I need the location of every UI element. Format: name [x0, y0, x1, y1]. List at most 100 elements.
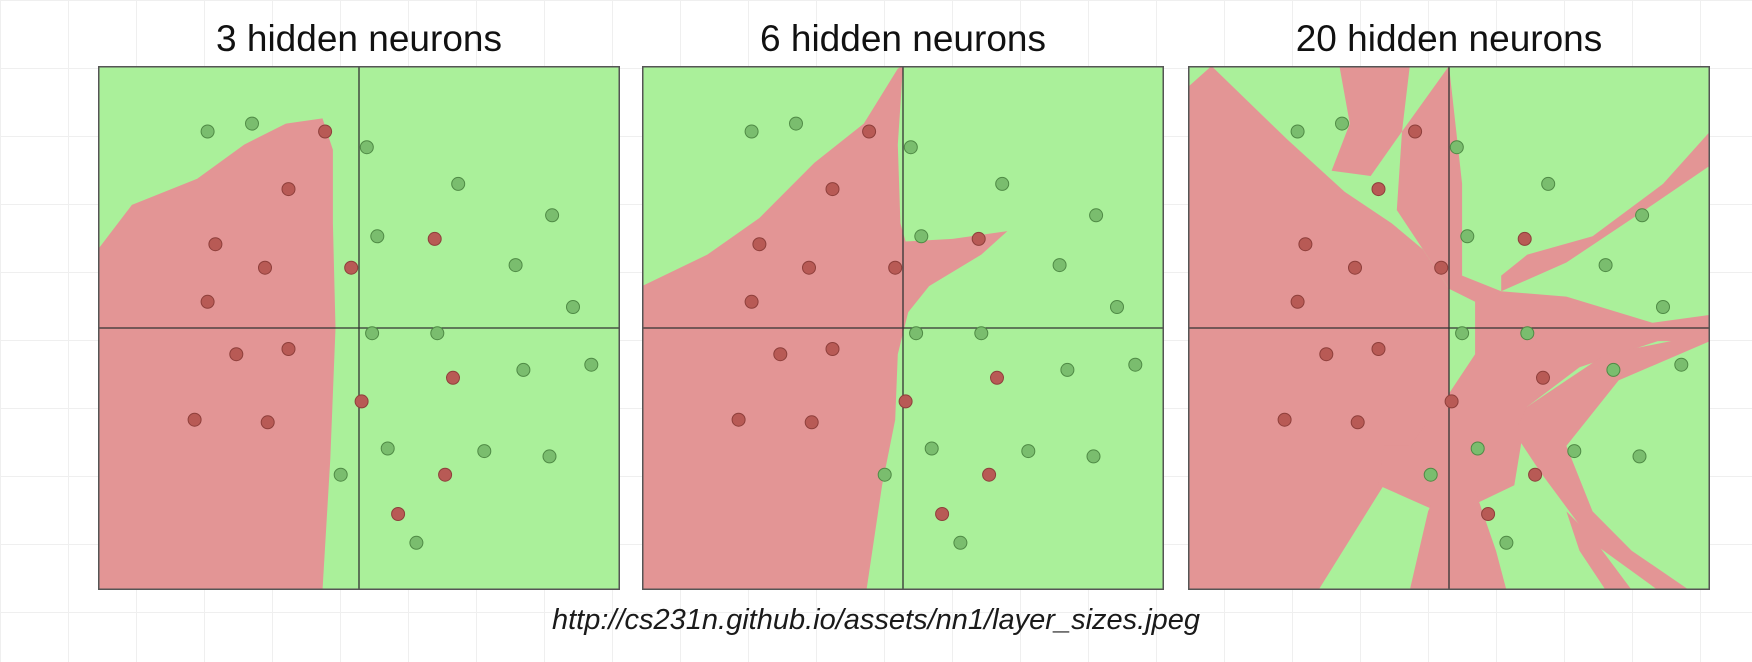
red-data-point	[258, 260, 272, 275]
green-data-point	[1520, 326, 1535, 341]
green-data-point	[359, 140, 374, 155]
green-data-point	[380, 441, 395, 456]
green-data-point	[1470, 441, 1485, 456]
red-data-point	[1348, 260, 1362, 275]
green-data-point	[451, 176, 466, 191]
red-data-point	[318, 124, 333, 139]
plot-area	[1188, 66, 1710, 590]
green-data-point	[542, 449, 557, 464]
red-data-point	[804, 415, 819, 430]
panel-title-6-neurons: 6 hidden neurons	[760, 18, 1046, 59]
red-data-point	[825, 182, 840, 197]
green-data-point	[1086, 449, 1101, 464]
red-data-point	[862, 124, 877, 139]
red-class-region	[1501, 131, 1710, 292]
red-data-point	[990, 370, 1004, 385]
green-data-point	[953, 535, 968, 550]
green-data-point	[1110, 300, 1124, 314]
red-data-point	[281, 182, 296, 197]
red-data-point	[1290, 294, 1305, 309]
green-data-point	[789, 116, 803, 131]
green-data-point	[1290, 124, 1305, 139]
red-data-point	[971, 231, 986, 246]
red-data-point	[427, 231, 442, 246]
red-data-point	[344, 260, 359, 275]
green-data-point	[1455, 326, 1470, 341]
red-data-point	[281, 342, 296, 356]
red-data-point	[1536, 370, 1550, 385]
panel-title-20-neurons: 20 hidden neurons	[1295, 18, 1603, 59]
red-data-point	[1298, 237, 1313, 252]
red-data-point	[1528, 467, 1543, 482]
red-data-point	[200, 294, 215, 309]
red-class-region	[1514, 333, 1710, 590]
red-data-point	[187, 412, 202, 427]
green-data-point	[1635, 208, 1650, 223]
green-data-point	[430, 326, 445, 341]
red-data-point	[1319, 347, 1334, 362]
decision-boundary-plot-3-neurons	[98, 66, 620, 590]
red-data-point	[744, 294, 759, 309]
red-class-region	[1566, 511, 1632, 590]
red-data-point	[898, 394, 913, 409]
green-data-point	[508, 258, 523, 273]
decision-boundary-plot-20-neurons	[1188, 66, 1710, 590]
red-data-point	[1277, 412, 1292, 427]
red-data-point	[825, 342, 840, 356]
green-data-point	[744, 124, 759, 139]
red-data-point	[935, 507, 950, 521]
decision-boundary-plot-6-neurons	[642, 66, 1164, 590]
green-data-point	[995, 176, 1010, 191]
red-data-point	[1434, 260, 1449, 275]
green-data-point	[1089, 208, 1104, 223]
green-data-point	[1541, 176, 1556, 191]
green-data-point	[903, 140, 918, 155]
red-class-region	[1409, 464, 1507, 590]
red-data-point	[354, 394, 369, 409]
red-data-point	[982, 467, 997, 482]
red-class-region	[1331, 66, 1410, 176]
green-data-point	[584, 357, 599, 372]
green-data-point	[1449, 140, 1464, 155]
panel-title-3-neurons: 3 hidden neurons	[216, 18, 502, 59]
green-data-point	[200, 124, 215, 139]
green-data-point	[566, 300, 580, 314]
green-data-point	[914, 229, 929, 244]
green-data-point	[909, 326, 924, 341]
green-data-point	[1674, 357, 1689, 372]
source-caption: http://cs231n.github.io/assets/nn1/layer…	[551, 604, 1201, 636]
green-data-point	[1499, 535, 1514, 550]
green-data-point	[1128, 357, 1143, 372]
red-data-point	[1371, 342, 1386, 356]
red-data-point	[1517, 231, 1532, 246]
green-data-point	[409, 535, 424, 550]
red-class-region	[98, 118, 336, 590]
red-data-point	[260, 415, 275, 430]
red-data-point	[752, 237, 767, 252]
green-data-point	[1460, 229, 1475, 244]
red-data-point	[773, 347, 788, 362]
plot-border	[642, 66, 1164, 590]
plot-border	[1188, 66, 1710, 590]
red-class-region	[1378, 66, 1710, 517]
red-data-point	[731, 412, 746, 427]
red-data-point	[391, 507, 406, 521]
green-data-point	[333, 467, 348, 482]
red-data-point	[208, 237, 223, 252]
plot-area	[642, 66, 1164, 590]
plot-area	[98, 66, 620, 590]
green-data-point	[974, 326, 989, 341]
red-data-point	[1350, 415, 1365, 430]
red-data-point	[802, 260, 816, 275]
green-data-point	[1656, 300, 1670, 314]
green-data-point	[1567, 444, 1582, 459]
red-data-point	[888, 260, 903, 275]
red-data-point	[1481, 507, 1496, 521]
green-data-point	[1052, 258, 1067, 273]
red-data-point	[438, 467, 453, 482]
green-data-point	[516, 362, 531, 377]
green-data-point	[1632, 449, 1647, 464]
green-data-point	[545, 208, 560, 223]
red-data-point	[229, 347, 244, 362]
plot-border	[98, 66, 620, 590]
